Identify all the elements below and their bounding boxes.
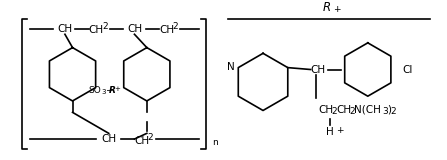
Text: +: + <box>114 86 120 92</box>
Text: 2: 2 <box>102 22 108 31</box>
Text: 3: 3 <box>101 89 105 95</box>
Text: CH: CH <box>135 136 150 146</box>
Text: +: + <box>333 5 341 14</box>
Text: CH: CH <box>336 104 351 115</box>
Text: H: H <box>326 127 333 137</box>
Text: SO: SO <box>89 86 101 95</box>
Text: 3: 3 <box>382 107 388 116</box>
Text: −: − <box>105 85 113 94</box>
Text: ): ) <box>387 104 391 115</box>
Text: CH: CH <box>159 25 174 36</box>
Text: CH: CH <box>318 104 333 115</box>
Text: N: N <box>227 62 235 72</box>
Text: CH: CH <box>311 64 326 75</box>
Text: 2: 2 <box>148 133 153 142</box>
Text: CH: CH <box>127 24 142 34</box>
Text: $\mathbf{\mathit{R}}$: $\mathbf{\mathit{R}}$ <box>322 1 331 14</box>
Text: CH: CH <box>57 24 72 34</box>
Text: N(CH: N(CH <box>354 104 381 115</box>
Text: CH: CH <box>89 25 104 36</box>
Text: +: + <box>336 126 344 135</box>
Text: 2: 2 <box>391 107 396 116</box>
Text: n: n <box>212 138 218 147</box>
Text: Cl: Cl <box>402 64 413 75</box>
Text: CH: CH <box>101 134 116 144</box>
Text: R: R <box>109 86 116 95</box>
Text: 2: 2 <box>350 107 355 116</box>
Text: 2: 2 <box>173 22 178 31</box>
Text: 2: 2 <box>332 107 337 116</box>
